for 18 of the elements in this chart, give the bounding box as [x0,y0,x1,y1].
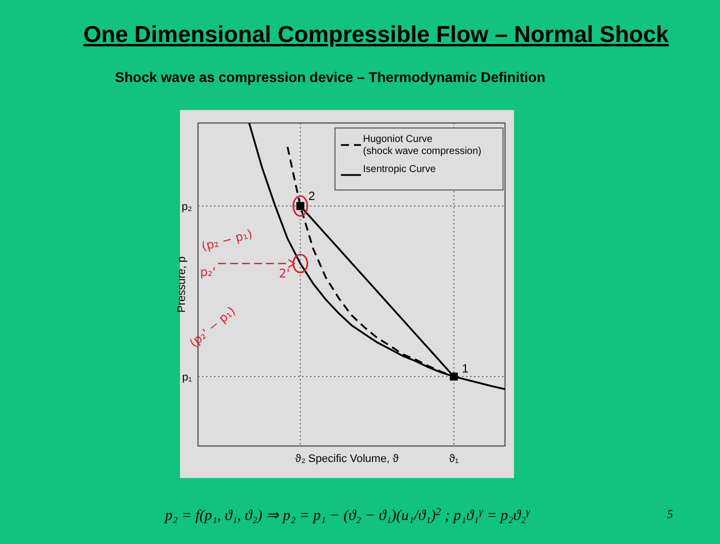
y-axis-title: Pressure, p [176,256,188,313]
annotation: 2' [278,266,290,281]
x-axis-title: Specific Volume, ϑ [308,453,399,465]
legend-label: Hugoniot Curve (shock wave compression) [363,134,482,157]
annotation: (p₂' − p₁) [186,304,238,350]
text: 5 [667,507,673,521]
text: p₂ = f(p₁, ϑ₁, ϑ₂) ⇒ p₂ = p₁ − (ϑ₂ − ϑ₁)(u₁/ϑ₁)$^{2}$ ; p₁ϑ₁$^{γ}$ = p₂ϑ₂$^{γ}$ [164,506,531,524]
ref-line-label: p₁ [182,372,192,384]
annotation: 2 [308,189,316,204]
ref-line-label: p₂ [182,201,192,214]
legend-label: Isentropic Curve [363,164,436,175]
x-tick-label: ϑ₂ [295,453,306,465]
chart-subtitle: Shock wave as compression device – Thermodynamic Definition [115,69,546,85]
x-tick-label: ϑ₁ [448,453,459,465]
annotation: 1 [462,362,469,376]
chart-title: One Dimensional Compressible Flow – Normal Shock [83,21,669,47]
annotation: p₂' [200,265,216,279]
annotation: (p₂ − p₁) [200,226,254,254]
